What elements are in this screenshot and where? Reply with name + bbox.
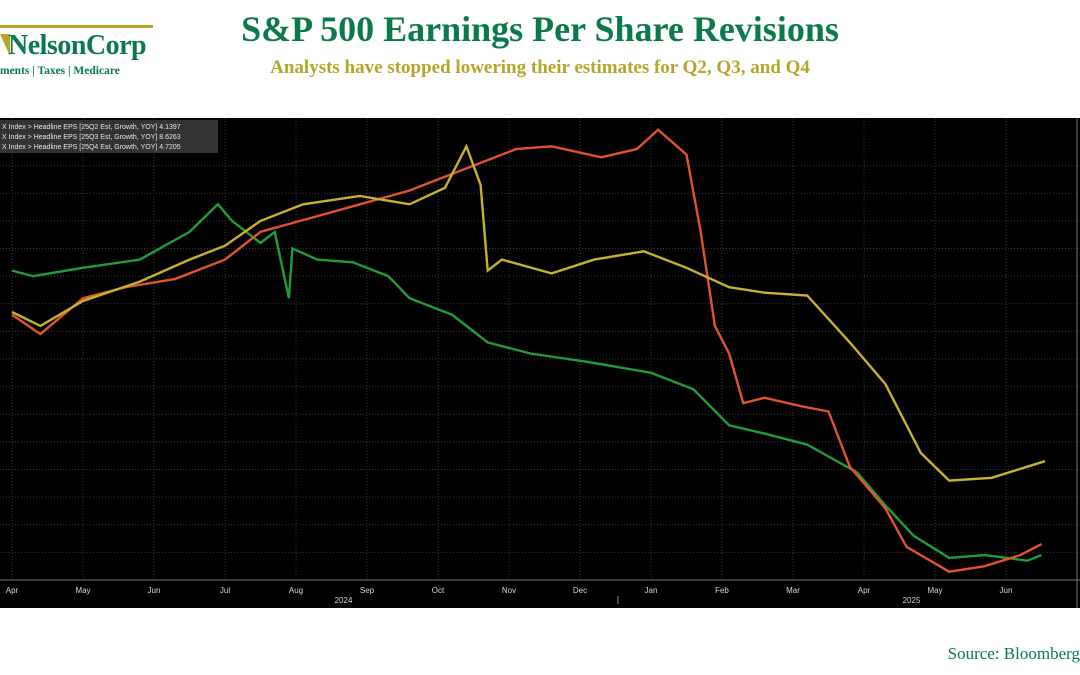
logo-tagline: ments | Taxes | Medicare <box>0 65 120 77</box>
x-tick-label: Apr <box>6 586 19 595</box>
x-tick-label: Mar <box>786 586 800 595</box>
legend-entry-q4: X Index > Headline EPS [25Q4 Est, Growth… <box>2 144 181 151</box>
source-note: Source: Bloomberg <box>947 644 1080 663</box>
series-line-q4 <box>11 143 1046 482</box>
x-tick-label: May <box>927 586 942 595</box>
x-tick-label: Nov <box>502 586 516 595</box>
x-tick-label: Jun <box>148 586 161 595</box>
x-tick-label: Apr <box>858 586 871 595</box>
chart-legend: X Index > Headline EPS [25Q2 Est, Growth… <box>0 120 218 153</box>
logo-accent-bar <box>0 25 153 28</box>
x-tick-label: Aug <box>289 586 303 595</box>
chart-background <box>0 118 1080 608</box>
legend-entry-q3: X Index > Headline EPS [25Q3 Est, Growth… <box>2 134 181 141</box>
logo-check-mark <box>0 34 10 56</box>
year-label: 2025 <box>903 596 921 605</box>
x-tick-label: Dec <box>573 586 587 595</box>
x-tick-label: Sep <box>360 586 375 595</box>
series-line-q3 <box>11 128 1043 573</box>
page-title: S&P 500 Earnings Per Share Revisions <box>241 9 839 49</box>
series-line-q2 <box>11 202 1042 562</box>
chart-series <box>11 128 1046 573</box>
eps-revisions-chart: Apr May Jun Jul Aug Sep Oct Nov Dec Jan Feb Mar Apr M… <box>0 118 1080 608</box>
x-tick-label: Jul <box>220 586 230 595</box>
x-axis-ticks: Apr May Jun Jul Aug Sep Oct Nov Dec Jan Feb Mar Apr M… <box>6 586 1013 605</box>
x-tick-label: Jun <box>1000 586 1013 595</box>
legend-box <box>0 120 218 153</box>
logo-name: NelsonCorp <box>8 30 147 61</box>
company-logo: NelsonCorp ments | Taxes | Medicare <box>0 22 160 82</box>
year-label: 2024 <box>335 596 353 605</box>
page-subtitle: Analysts have stopped lowering their est… <box>270 57 810 78</box>
x-tick-label: May <box>75 586 90 595</box>
legend-entry-q2: X Index > Headline EPS [25Q2 Est, Growth… <box>2 124 181 131</box>
x-tick-label: Feb <box>715 586 729 595</box>
x-tick-label: Oct <box>432 586 445 595</box>
x-tick-label: Jan <box>645 586 658 595</box>
